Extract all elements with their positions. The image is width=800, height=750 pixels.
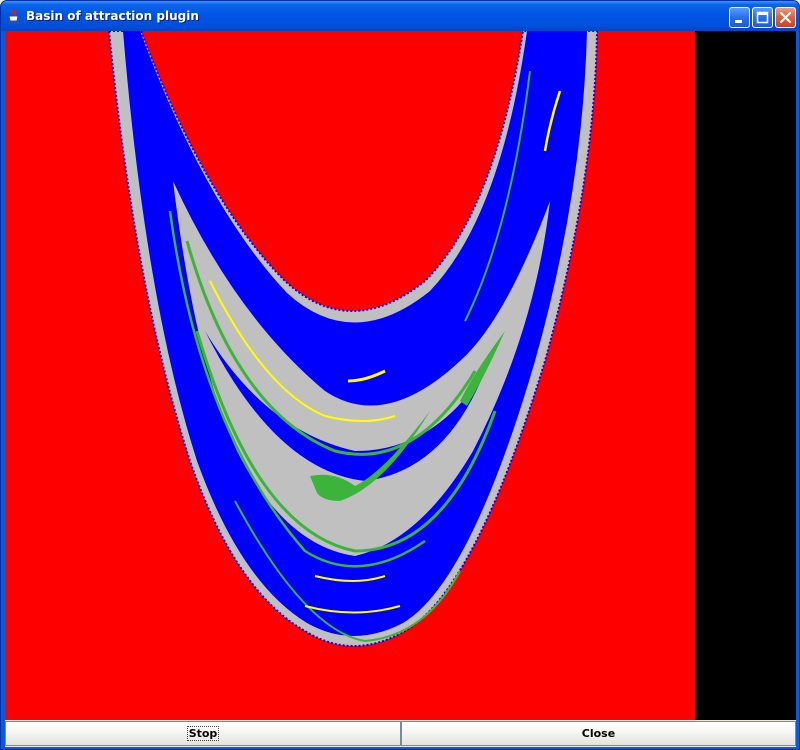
yellow-curve	[543, 90, 562, 152]
close-button-label: Close	[581, 727, 616, 740]
blue-stripe	[205, 331, 485, 481]
yellow-curve	[209, 280, 396, 422]
plot-canvas	[5, 31, 796, 720]
close-icon	[779, 11, 792, 24]
yellow-curve	[304, 605, 401, 614]
content-pane: Stop Close	[5, 31, 796, 747]
close-window-button[interactable]	[775, 7, 796, 28]
blue-basin	[123, 31, 587, 636]
java-coffee-icon	[8, 8, 21, 24]
stop-button[interactable]: Stop	[5, 721, 401, 746]
button-bar: Stop Close	[5, 720, 796, 747]
inner-gray-basin	[173, 181, 550, 556]
maximize-icon	[756, 11, 769, 24]
green-curve	[185, 240, 477, 456]
close-button[interactable]: Close	[401, 721, 796, 746]
title-bar[interactable]: Basin of attraction plugin	[1, 1, 799, 31]
minimize-button[interactable]	[729, 7, 750, 28]
green-curve	[195, 330, 497, 553]
green-blob	[460, 331, 505, 406]
stop-button-label: Stop	[186, 726, 220, 741]
yellow-curve	[314, 575, 386, 582]
basin-of-attraction-image	[5, 31, 695, 720]
blue-stripe	[215, 481, 475, 631]
green-blob	[310, 411, 430, 501]
green-curve	[168, 210, 426, 568]
green-curve	[234, 500, 461, 643]
yellow-curve	[347, 369, 386, 383]
maximize-button[interactable]	[752, 7, 773, 28]
window-title: Basin of attraction plugin	[26, 9, 199, 23]
minimize-icon	[735, 20, 742, 23]
green-curve	[464, 70, 531, 322]
